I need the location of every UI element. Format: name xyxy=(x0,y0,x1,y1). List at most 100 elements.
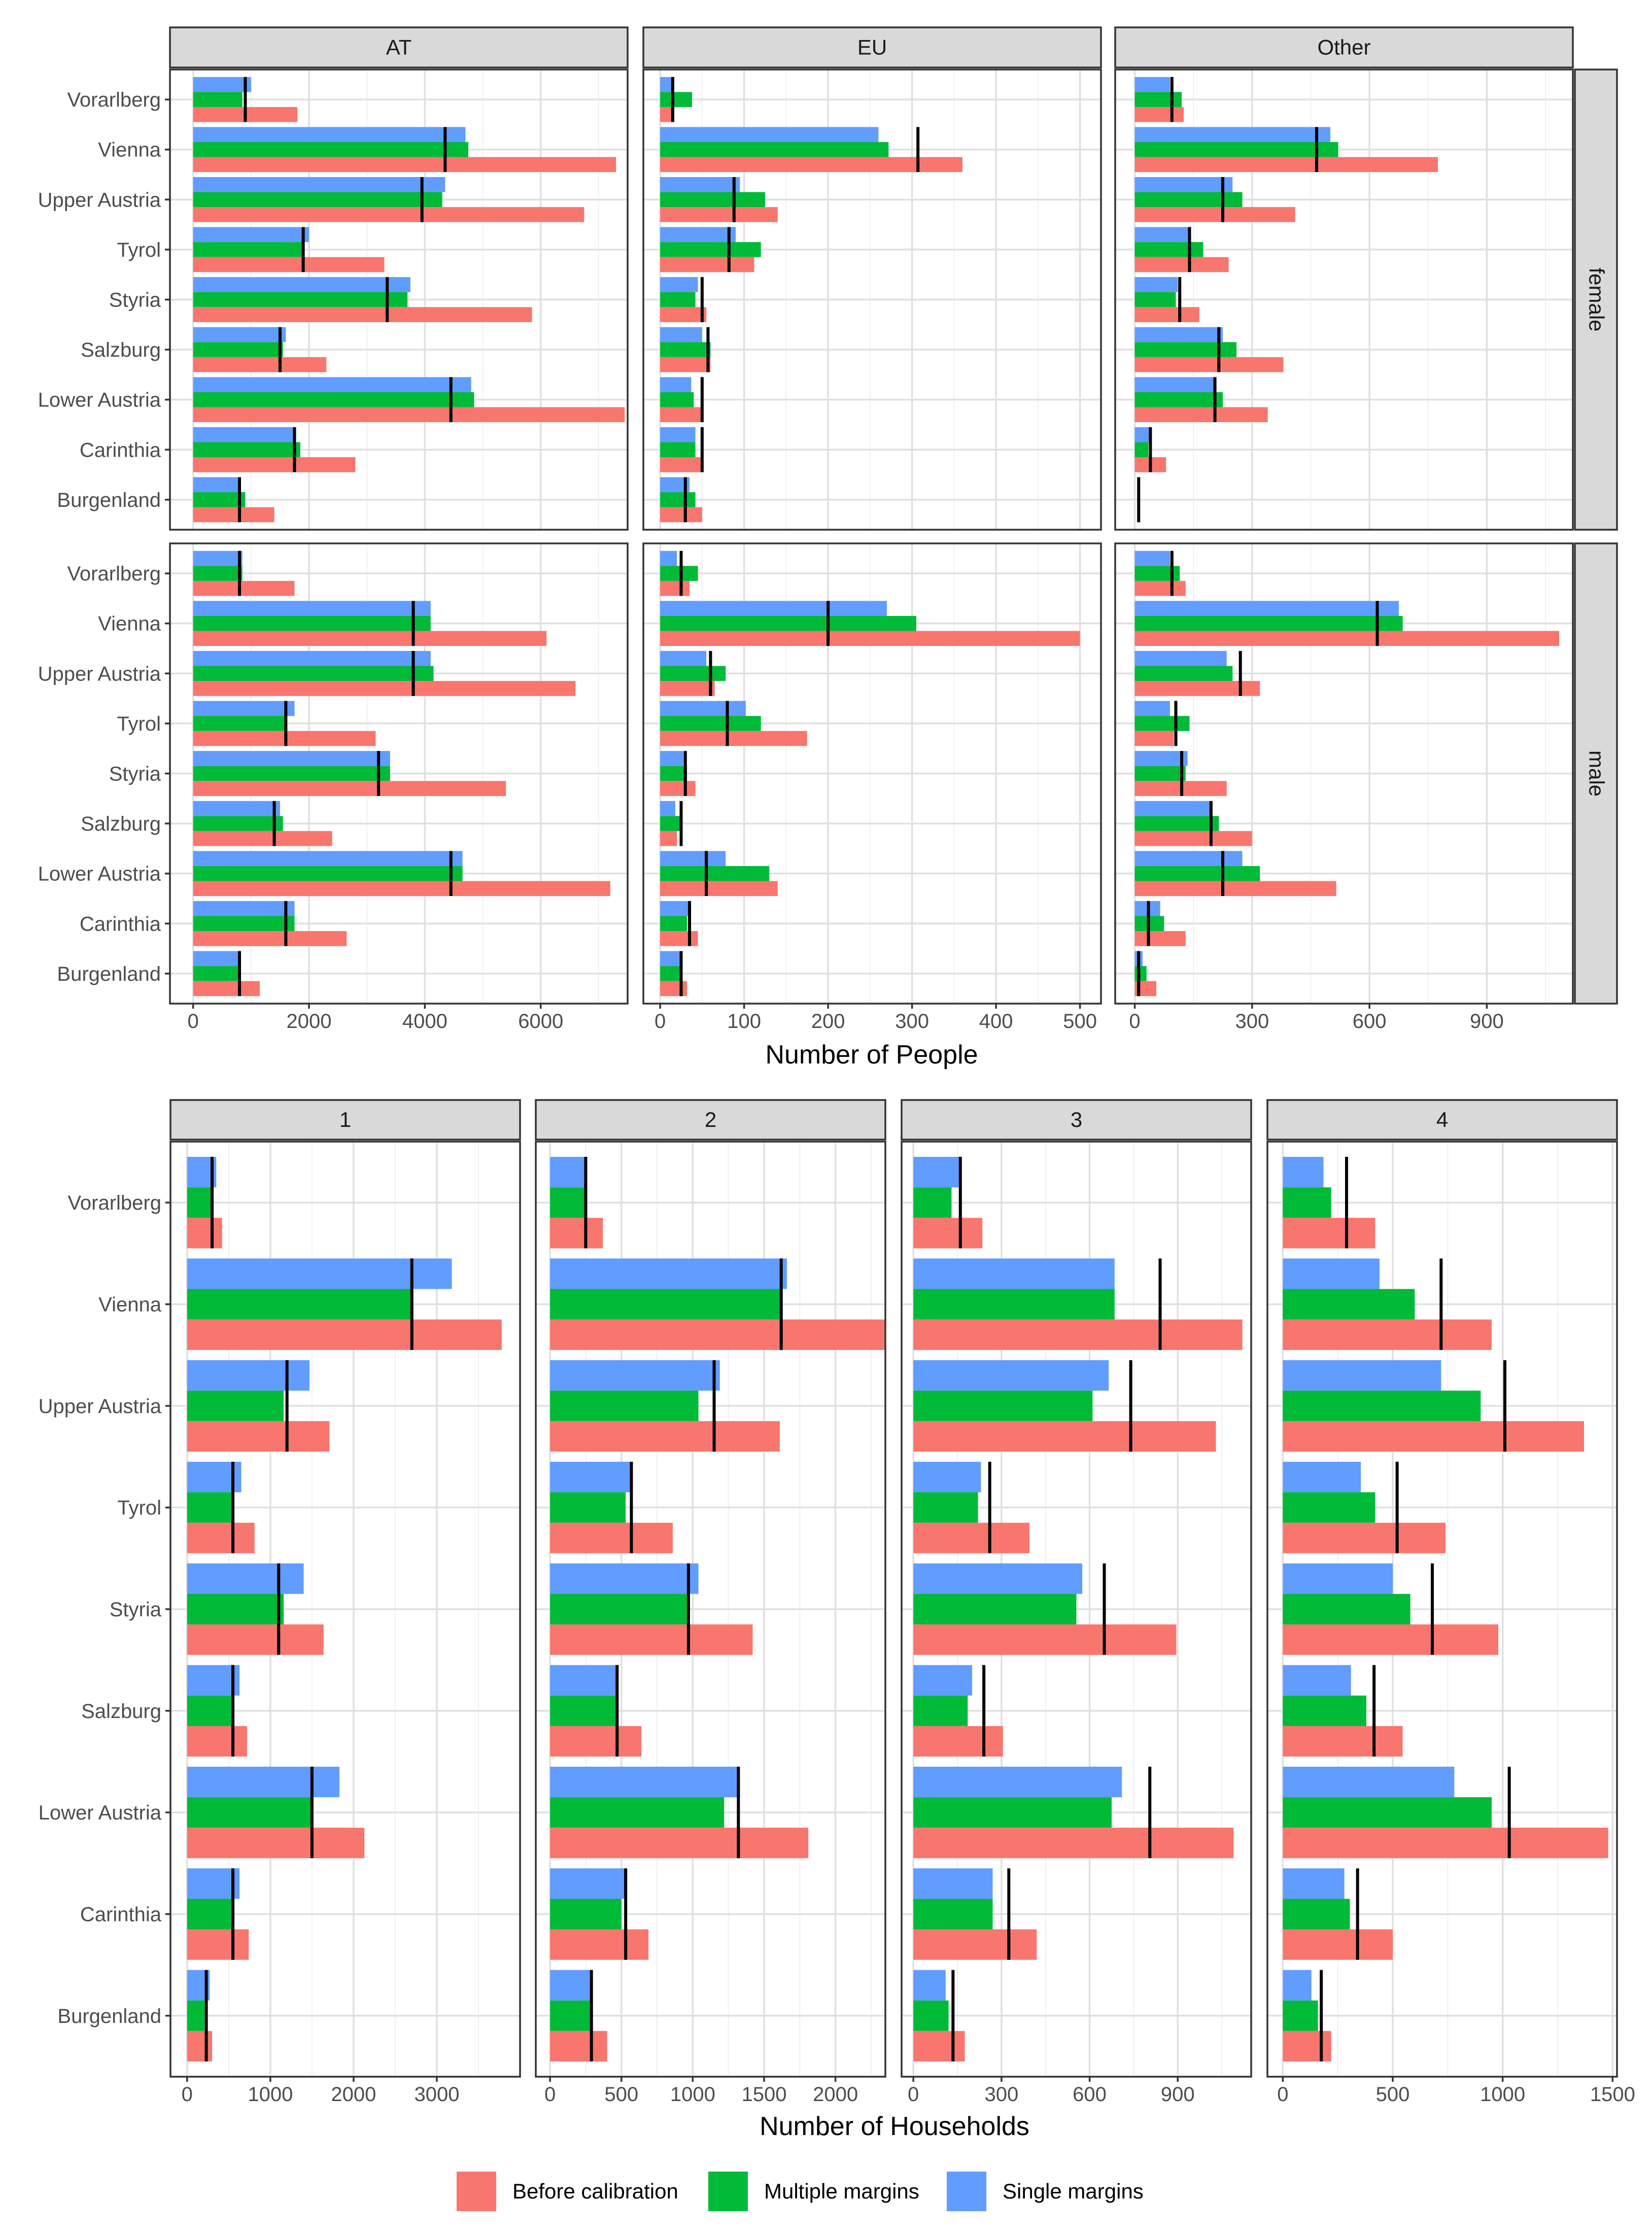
bar-single-vienna xyxy=(193,601,431,616)
bar-before-lower-austria xyxy=(1283,1828,1608,1859)
bar-before-styria xyxy=(913,1624,1177,1655)
strip-label-other: Other xyxy=(1317,36,1370,59)
bar-multiple-vorarlberg xyxy=(550,1187,584,1218)
bar-before-burgenland xyxy=(193,507,274,523)
bar-single-lower-austria xyxy=(1134,851,1243,866)
bar-multiple-lower-austria xyxy=(660,866,770,881)
bar-single-tyrol xyxy=(660,701,746,716)
bar-before-tyrol xyxy=(660,257,754,272)
bar-single-lower-austria xyxy=(1134,377,1215,392)
bar-multiple-upper-austria xyxy=(550,1390,699,1421)
x-tick-label-300: 300 xyxy=(895,1010,929,1033)
x-tick-label-1500: 1500 xyxy=(741,2083,786,2106)
strip-2 xyxy=(535,1099,886,1141)
bar-before-carinthia xyxy=(913,1929,1037,1960)
y-tick-label-upper-austria: Upper Austria xyxy=(39,1395,162,1418)
bar-before-carinthia xyxy=(660,931,698,946)
bar-before-carinthia xyxy=(550,1929,649,1960)
bar-single-styria xyxy=(660,751,684,766)
bar-before-salzburg xyxy=(187,1726,247,1757)
bar-before-vienna xyxy=(660,631,1080,646)
strip-eu xyxy=(642,26,1102,68)
bar-single-styria xyxy=(913,1563,1083,1594)
bar-multiple-salzburg xyxy=(187,1695,233,1726)
bar-single-burgenland xyxy=(1283,1970,1312,2001)
bar-single-burgenland xyxy=(193,951,240,967)
bar-single-lower-austria xyxy=(193,377,471,392)
bar-before-upper-austria xyxy=(1134,207,1295,222)
bar-multiple-lower-austria xyxy=(193,392,474,407)
bar-multiple-burgenland xyxy=(1283,2000,1318,2031)
bar-multiple-carinthia xyxy=(550,1899,622,1930)
bar-multiple-upper-austria xyxy=(1134,192,1243,208)
x-tick-label-2000: 2000 xyxy=(331,2083,376,2106)
bar-before-vienna xyxy=(913,1319,1243,1350)
bar-multiple-tyrol xyxy=(913,1492,978,1523)
bar-before-tyrol xyxy=(1283,1523,1446,1554)
bar-single-salzburg xyxy=(193,801,280,816)
bar-single-salzburg xyxy=(193,327,286,342)
bar-before-burgenland xyxy=(660,981,687,996)
x-tick-label-6000: 6000 xyxy=(518,1010,563,1033)
bar-single-upper-austria xyxy=(913,1360,1109,1391)
y-tick-label-lower-austria: Lower Austria xyxy=(39,1802,162,1824)
bar-single-salzburg xyxy=(913,1665,972,1696)
bar-multiple-upper-austria xyxy=(913,1390,1093,1421)
bar-before-lower-austria xyxy=(550,1828,809,1859)
people-panel-female-other: Other female xyxy=(1114,26,1618,531)
bar-single-styria xyxy=(1134,277,1178,292)
bar-multiple-vorarlberg xyxy=(660,92,692,107)
bar-single-burgenland xyxy=(660,951,681,967)
bar-before-styria xyxy=(660,781,696,796)
bar-multiple-vorarlberg xyxy=(660,566,698,581)
strip-1 xyxy=(169,1099,521,1141)
strip-4 xyxy=(1266,1099,1618,1141)
bar-before-carinthia xyxy=(660,457,702,472)
x-tick-label-0: 0 xyxy=(655,1010,666,1033)
bar-single-upper-austria xyxy=(1134,177,1233,192)
bar-multiple-vorarlberg xyxy=(193,566,243,581)
plot-area: AT Vorarlberg Vienna Upper Austria Tyrol Styr… xyxy=(38,26,1635,2106)
bar-multiple-styria xyxy=(193,292,408,307)
bar-before-vienna xyxy=(193,631,547,646)
bar-single-lower-austria xyxy=(187,1767,340,1798)
bar-single-vienna xyxy=(660,601,887,616)
strip-label-male: male xyxy=(1585,750,1609,797)
bar-multiple-lower-austria xyxy=(1283,1797,1492,1828)
bar-single-upper-austria xyxy=(193,650,431,666)
bar-before-lower-austria xyxy=(1134,881,1336,897)
bar-before-styria xyxy=(550,1624,753,1655)
bar-multiple-lower-austria xyxy=(1134,866,1260,881)
bar-before-salzburg xyxy=(1283,1726,1403,1757)
bar-before-upper-austria xyxy=(193,681,576,696)
bar-before-vienna xyxy=(1283,1319,1492,1350)
y-tick-label-tyrol: Tyrol xyxy=(117,713,161,735)
bar-multiple-vorarlberg xyxy=(187,1187,213,1218)
bar-multiple-tyrol xyxy=(193,242,303,257)
y-tick-label-carinthia: Carinthia xyxy=(80,439,161,461)
y-tick-label-upper-austria: Upper Austria xyxy=(38,663,161,685)
panel-border xyxy=(1114,68,1574,531)
bar-multiple-carinthia xyxy=(187,1899,233,1930)
y-tick-label-styria: Styria xyxy=(110,1599,162,1621)
bar-single-styria xyxy=(660,277,698,292)
y-tick-label-burgenland: Burgenland xyxy=(57,963,161,985)
bar-before-upper-austria xyxy=(550,1421,780,1452)
bar-multiple-burgenland xyxy=(1134,966,1147,981)
bar-multiple-burgenland xyxy=(187,2000,205,2031)
bar-multiple-styria xyxy=(1134,766,1186,781)
x-tick-label-1000: 1000 xyxy=(1480,2083,1525,2106)
bar-single-tyrol xyxy=(1134,227,1190,243)
panel-border xyxy=(1266,1141,1618,2078)
bar-before-lower-austria xyxy=(187,1828,365,1859)
x-tick-label-500: 500 xyxy=(1376,2083,1410,2106)
y-tick-label-vienna: Vienna xyxy=(98,1294,162,1316)
y-tick-label-lower-austria: Lower Austria xyxy=(38,863,161,885)
bar-multiple-upper-austria xyxy=(1134,666,1233,681)
bar-before-tyrol xyxy=(913,1523,1029,1554)
bar-multiple-styria xyxy=(660,766,687,781)
bar-multiple-styria xyxy=(187,1594,284,1625)
y-tick-label-vorarlberg: Vorarlberg xyxy=(67,1192,161,1214)
bar-before-vorarlberg xyxy=(660,580,690,596)
bar-multiple-carinthia xyxy=(1283,1899,1350,1930)
